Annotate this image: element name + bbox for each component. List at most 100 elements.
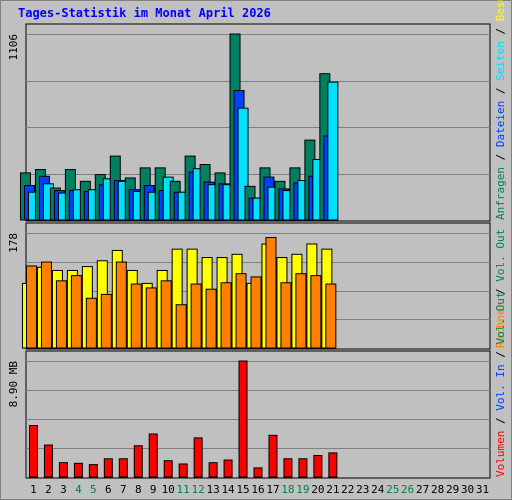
bar-volumen-day-15 <box>238 360 248 478</box>
day-label-21: 21 <box>326 483 339 496</box>
bar-volumen-day-18 <box>283 458 293 478</box>
day-label-14: 14 <box>221 483 235 496</box>
bar-volumen-day-9 <box>148 433 158 478</box>
day-label-5: 5 <box>90 483 97 496</box>
bar-volumen-day-1 <box>28 425 38 478</box>
bar-rechner-day-3 <box>55 280 67 349</box>
bar-rechner-day-13 <box>205 288 217 349</box>
legend-hits-part: Seiten <box>494 41 507 81</box>
bar-volumen-day-10 <box>163 460 173 478</box>
bar-volumen-day-3 <box>58 462 68 478</box>
day-label-20: 20 <box>311 483 324 496</box>
day-label-2: 2 <box>45 483 52 496</box>
day-label-28: 28 <box>431 483 444 496</box>
day-label-1: 1 <box>30 483 37 496</box>
bar-rechner-day-15 <box>235 273 247 349</box>
bar-rechner-day-9 <box>145 287 157 349</box>
bar-rechner-day-20 <box>310 275 322 349</box>
panel-volume-frame <box>25 350 491 479</box>
day-label-11: 11 <box>177 483 190 496</box>
day-label-3: 3 <box>60 483 67 496</box>
bar-volumen-day-21 <box>328 452 338 478</box>
bar-rechner-day-7 <box>115 261 127 349</box>
bar-volumen-day-16 <box>253 467 263 478</box>
bar-volumen-day-14 <box>223 459 233 478</box>
day-label-15: 15 <box>236 483 249 496</box>
day-label-9: 9 <box>150 483 157 496</box>
bar-volumen-day-12 <box>193 437 203 478</box>
legend-visits-part: Rechner <box>494 301 507 348</box>
bar-volumen-day-19 <box>298 458 308 478</box>
legend-volume: Volumen / Vol. In / Vol. Out <box>494 292 507 477</box>
bar-volumen-day-11 <box>178 463 188 478</box>
legend-hits: Anfragen / Dateien / Seiten / Besuche <box>494 0 507 220</box>
bar-volumen-day-8 <box>133 445 143 478</box>
legend-volume-part: / <box>494 411 507 431</box>
bar-rechner-day-11 <box>175 304 187 349</box>
day-label-12: 12 <box>192 483 205 496</box>
day-label-26: 26 <box>401 483 414 496</box>
legend-visits-part: / <box>494 282 507 302</box>
bar-volumen-day-7 <box>118 458 128 478</box>
legend-hits-part: Besuche <box>494 0 507 21</box>
legend-volume-part: / <box>494 345 507 365</box>
legend-visits-part: Vol. Out <box>494 229 507 282</box>
legend-volume-part: Vol. In <box>494 364 507 410</box>
day-label-18: 18 <box>281 483 294 496</box>
bar-rechner-day-21 <box>325 283 337 349</box>
panel-volume-scale-label: 8.90 MB <box>7 361 20 408</box>
day-label-10: 10 <box>162 483 175 496</box>
bar-rechner-day-16 <box>250 276 262 349</box>
bar-rechner-day-12 <box>190 283 202 349</box>
day-label-8: 8 <box>135 483 142 496</box>
bar-rechner-day-17 <box>265 237 277 349</box>
day-label-30: 30 <box>461 483 474 496</box>
bar-volumen-day-17 <box>268 434 278 478</box>
bar-volumen-day-2 <box>43 444 53 478</box>
day-label-4: 4 <box>75 483 82 496</box>
day-label-7: 7 <box>120 483 127 496</box>
day-label-19: 19 <box>296 483 309 496</box>
day-label-16: 16 <box>251 483 264 496</box>
bar-rechner-day-8 <box>130 283 142 349</box>
bar-volumen-day-6 <box>103 458 113 478</box>
day-label-27: 27 <box>416 483 429 496</box>
bar-seiten-day-15 <box>237 107 249 221</box>
bar-rechner-day-14 <box>220 282 232 349</box>
chart-title: Tages-Statistik im Monat April 2026 <box>18 6 271 20</box>
bar-volumen-day-4 <box>73 462 83 478</box>
legend-volume-part: Volumen <box>494 431 507 477</box>
panel-hits-scale-label: 1106 <box>7 34 20 61</box>
legend-hits-part: / <box>494 21 507 41</box>
bar-rechner-day-4 <box>70 275 82 349</box>
bar-volumen-day-13 <box>208 462 218 478</box>
bar-rechner-day-10 <box>160 280 172 349</box>
bar-rechner-day-6 <box>100 293 112 349</box>
day-label-29: 29 <box>446 483 459 496</box>
panel-visits-scale-label: 178 <box>7 233 20 253</box>
bar-rechner-day-18 <box>280 282 292 349</box>
bar-rechner-day-1 <box>25 265 37 349</box>
day-label-6: 6 <box>105 483 112 496</box>
bar-volumen-day-5 <box>88 464 98 478</box>
bar-rechner-day-2 <box>40 261 52 349</box>
legend-volume-part: Vol. Out <box>494 292 507 345</box>
day-label-31: 31 <box>476 483 489 496</box>
bar-rechner-day-19 <box>295 273 307 349</box>
day-label-23: 23 <box>356 483 369 496</box>
day-label-24: 24 <box>371 483 385 496</box>
day-label-22: 22 <box>341 483 354 496</box>
legend-hits-part: Dateien <box>494 101 507 147</box>
bar-rechner-day-5 <box>85 297 97 349</box>
day-label-13: 13 <box>206 483 219 496</box>
legend-hits-part: Anfragen <box>494 167 507 220</box>
day-label-17: 17 <box>266 483 279 496</box>
day-label-25: 25 <box>386 483 399 496</box>
bar-seiten-day-21 <box>327 81 339 221</box>
legend-hits-part: / <box>494 81 507 101</box>
legend-visits: Rechner / Vol. Out <box>494 229 507 348</box>
legend-hits-part: / <box>494 147 507 167</box>
bar-volumen-day-20 <box>313 454 323 478</box>
